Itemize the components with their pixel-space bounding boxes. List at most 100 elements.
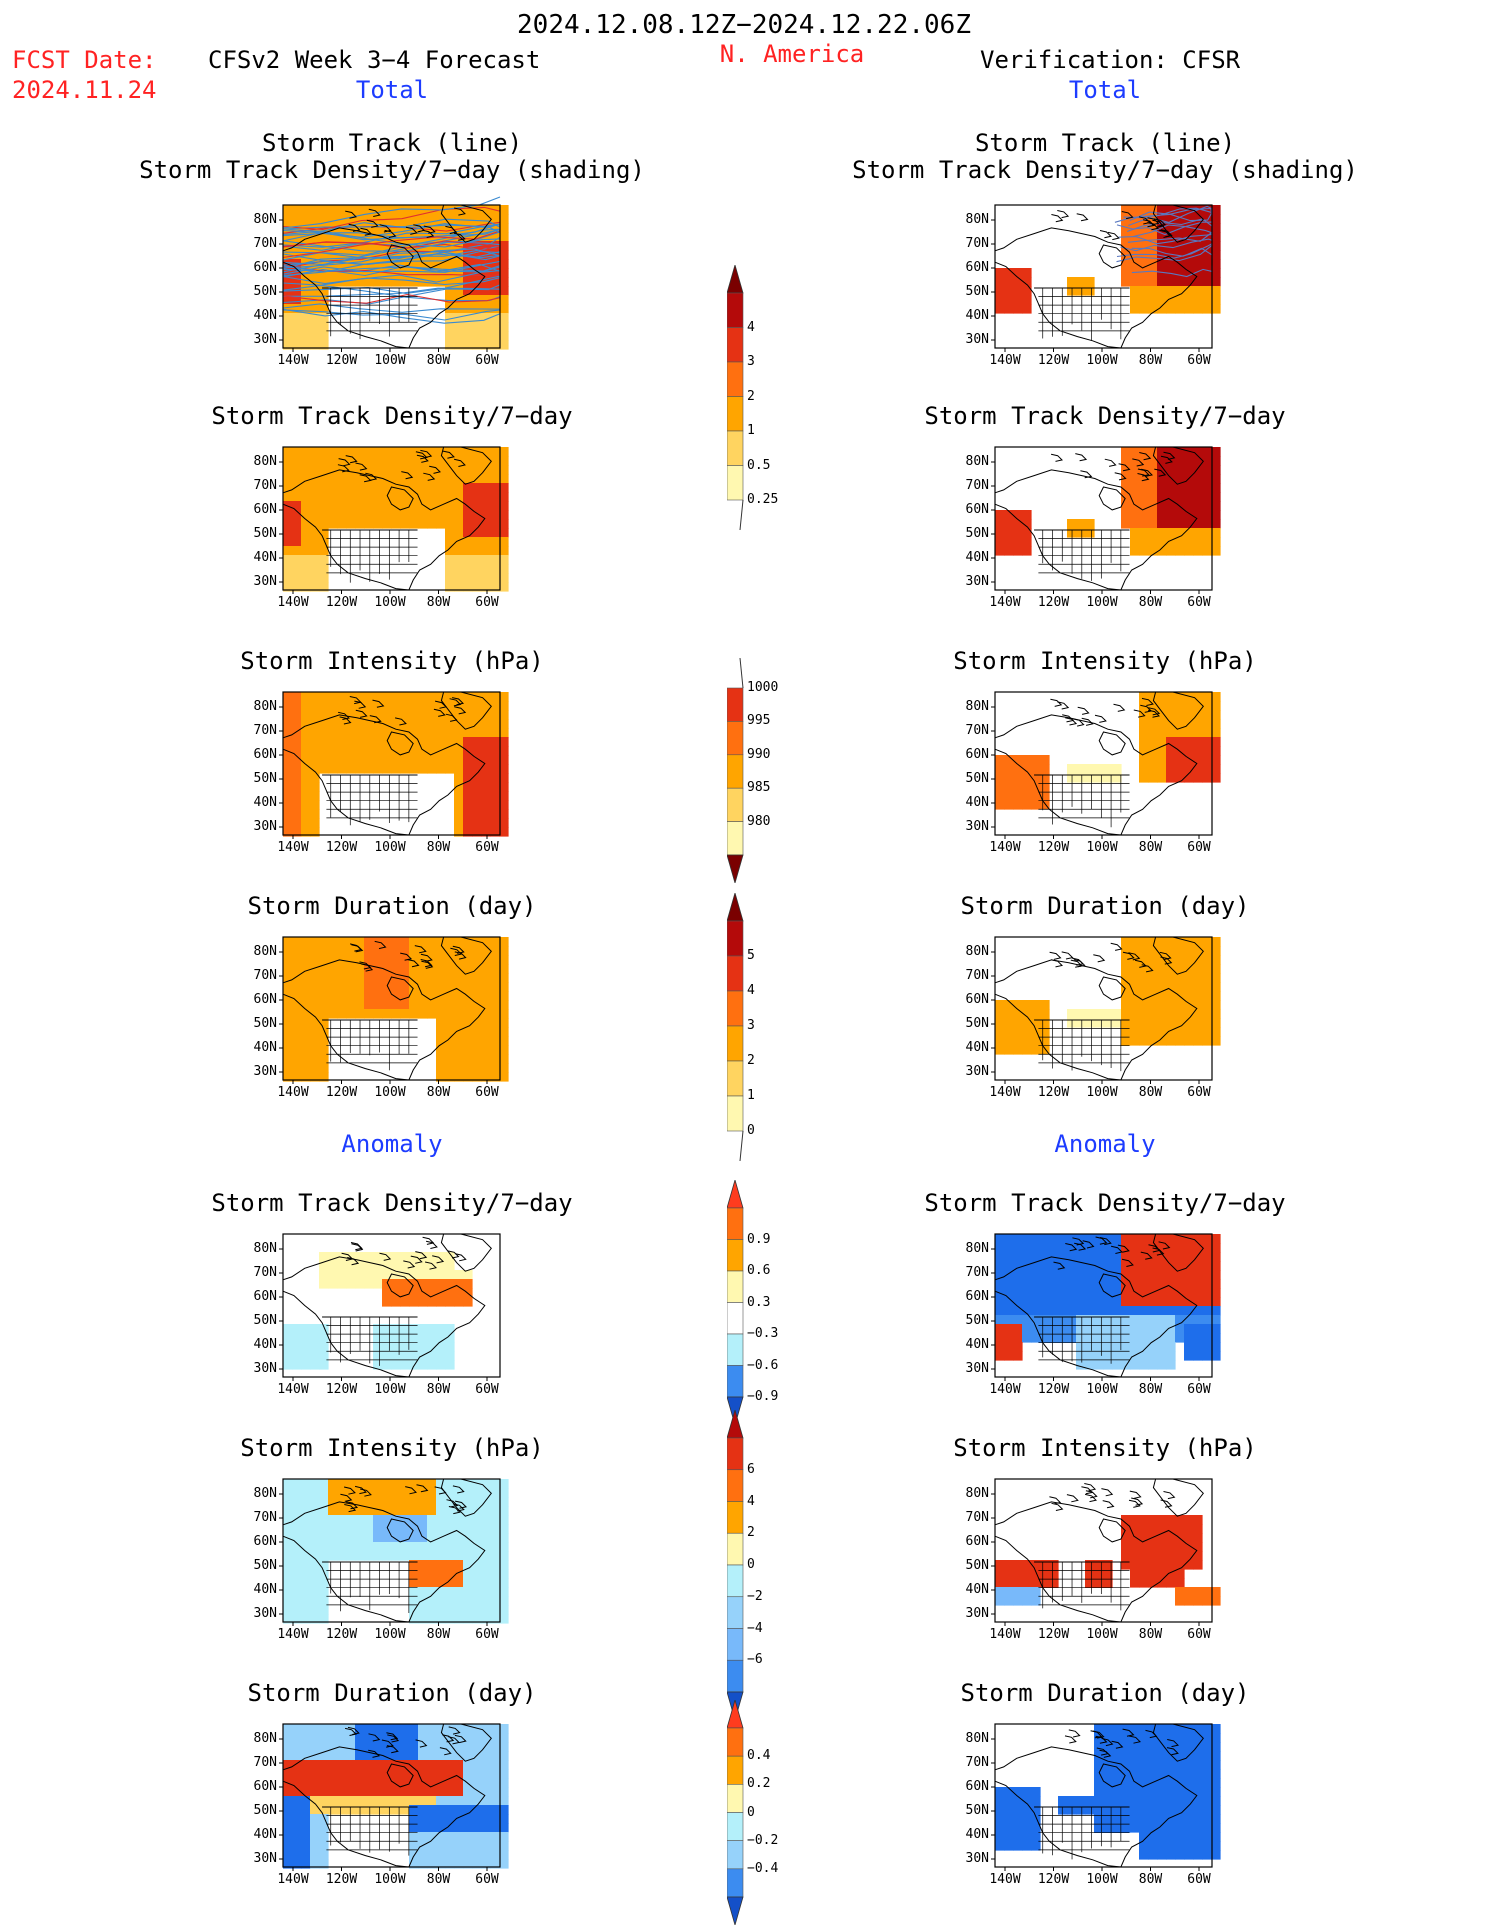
lon-tick-label: 120W — [325, 1872, 358, 1887]
lat-tick-label: 30N — [965, 1361, 989, 1376]
colorbar-intensity-total — [726, 648, 787, 887]
lat-tick-label: 50N — [965, 284, 989, 299]
colorbar-tick-label: −2 — [747, 1588, 763, 1604]
map-plot — [991, 446, 1221, 594]
lat-tick-label: 40N — [253, 550, 277, 565]
lat-tick-label: 40N — [965, 1582, 989, 1597]
colorbar-tick-label: 4 — [747, 1493, 755, 1509]
map-plot — [279, 1233, 501, 1381]
map-plot — [279, 936, 509, 1084]
colorbar-density-total — [726, 263, 787, 544]
lat-tick-label: 50N — [253, 1803, 277, 1818]
map-plot — [279, 196, 509, 352]
map-plot — [991, 936, 1221, 1084]
lat-tick-label: 70N — [965, 723, 989, 738]
lon-tick-label: 60W — [1187, 1085, 1211, 1100]
lat-tick-label: 40N — [253, 1827, 277, 1842]
lat-tick-label: 80N — [965, 699, 989, 714]
lon-tick-label: 80W — [426, 595, 451, 610]
lat-tick-label: 40N — [965, 1337, 989, 1352]
lat-tick-label: 60N — [253, 502, 277, 517]
lon-tick-label: 80W — [426, 840, 451, 855]
lon-tick-label: 140W — [989, 1627, 1021, 1642]
colorbar-tick-label: −0.3 — [747, 1326, 779, 1341]
colorbar-tick-label: 990 — [747, 746, 771, 762]
lon-tick-label: 120W — [325, 1627, 358, 1642]
lat-tick-label: 30N — [253, 1851, 277, 1866]
lat-tick-label: 60N — [965, 747, 989, 762]
lon-tick-label: 140W — [277, 1382, 309, 1397]
verification-anomaly-label: Anomaly — [1054, 1130, 1156, 1158]
map-plot — [991, 1233, 1221, 1381]
colorbar-tick-label: 0 — [747, 1557, 755, 1572]
lat-tick-label: 30N — [965, 574, 989, 589]
lat-tick-label: 80N — [965, 454, 989, 469]
lon-tick-label: 100W — [374, 595, 406, 610]
lat-tick-label: 50N — [253, 284, 277, 299]
lon-tick-label: 120W — [1037, 840, 1070, 855]
lat-tick-label: 50N — [965, 1558, 989, 1573]
lat-tick-label: 50N — [965, 1313, 989, 1328]
colorbar-tick-label: 3 — [747, 1018, 755, 1033]
lon-tick-label: 140W — [989, 1382, 1021, 1397]
fcst-duration-title: Storm Duration (day) — [247, 892, 537, 920]
lon-tick-label: 140W — [989, 1085, 1021, 1100]
lon-tick-label: 80W — [1138, 1085, 1163, 1100]
lon-tick-label: 120W — [1037, 353, 1070, 368]
lon-tick-label: 100W — [374, 1085, 406, 1100]
lon-tick-label: 60W — [475, 353, 499, 368]
lon-tick-label: 140W — [277, 840, 309, 855]
lon-tick-label: 120W — [325, 353, 358, 368]
lon-tick-label: 140W — [989, 595, 1021, 610]
lat-tick-label: 70N — [253, 968, 277, 983]
lon-tick-label: 80W — [426, 1085, 451, 1100]
lon-tick-label: 120W — [325, 1382, 358, 1397]
lat-tick-label: 70N — [253, 1755, 277, 1770]
colorbar-tick-label: 2 — [747, 1525, 755, 1541]
verification-total-label: Total — [1068, 76, 1142, 104]
lon-tick-label: 60W — [1187, 1872, 1211, 1887]
lon-tick-label: 100W — [1086, 1627, 1118, 1642]
lon-tick-label: 60W — [475, 1085, 499, 1100]
lat-tick-label: 50N — [965, 1803, 989, 1818]
colorbar-tick-label: 4 — [747, 319, 755, 335]
lat-tick-label: 50N — [965, 771, 989, 786]
forecast-title: CFSv2 Week 3−4 Forecast — [208, 46, 541, 74]
verif-density-title: Storm Track Density/7−day — [924, 402, 1286, 430]
lat-tick-label: 60N — [253, 1534, 277, 1549]
lat-tick-label: 40N — [965, 308, 989, 323]
lon-tick-label: 60W — [1187, 353, 1211, 368]
lat-tick-label: 30N — [253, 819, 277, 834]
lat-tick-label: 60N — [253, 260, 277, 275]
lon-tick-label: 100W — [1086, 840, 1118, 855]
lat-tick-label: 30N — [965, 1606, 989, 1621]
map-plot — [991, 204, 1221, 352]
lon-tick-label: 60W — [1187, 1627, 1211, 1642]
lat-tick-label: 70N — [965, 1510, 989, 1525]
lon-tick-label: 60W — [1187, 595, 1211, 610]
lon-tick-label: 80W — [1138, 1627, 1163, 1642]
verif-intensity-anom-title: Storm Intensity (hPa) — [953, 1434, 1257, 1462]
lat-tick-label: 50N — [253, 1313, 277, 1328]
verif-duration-title: Storm Duration (day) — [960, 892, 1250, 920]
colorbar-tick-label: 0.3 — [747, 1294, 771, 1310]
lat-tick-label: 50N — [253, 771, 277, 786]
lat-tick-label: 80N — [253, 699, 277, 714]
lat-tick-label: 80N — [965, 1731, 989, 1746]
lat-tick-label: 60N — [965, 1779, 989, 1794]
region-title: N. America — [719, 40, 865, 68]
lon-tick-label: 80W — [426, 353, 451, 368]
colorbar-duration-anomaly — [726, 1698, 787, 1929]
lon-tick-label: 120W — [1037, 595, 1070, 610]
lat-tick-label: 70N — [965, 236, 989, 251]
lat-tick-label: 60N — [253, 1779, 277, 1794]
colorbar-tick-label: −0.4 — [747, 1860, 779, 1876]
fcst-intensity-title: Storm Intensity (hPa) — [240, 647, 544, 675]
forecast-anomaly-label: Anomaly — [341, 1130, 443, 1158]
lon-tick-label: 100W — [374, 840, 406, 855]
map-plot — [279, 691, 509, 839]
colorbar-tick-label: 0.4 — [747, 1748, 771, 1764]
lat-tick-label: 40N — [253, 795, 277, 810]
lat-tick-label: 70N — [965, 968, 989, 983]
lat-tick-label: 80N — [253, 454, 277, 469]
